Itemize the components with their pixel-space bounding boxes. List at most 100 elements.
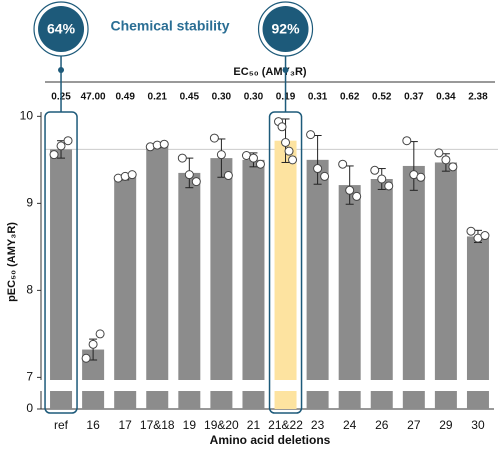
data-point (191, 177, 201, 187)
bar (242, 159, 265, 380)
data-point (81, 353, 91, 363)
ec50-label: 47.00 (81, 92, 106, 103)
x-tick-label: 24 (343, 418, 357, 432)
bar (210, 158, 233, 380)
y-tick-label: 8 (26, 283, 33, 297)
data-point (480, 231, 490, 241)
data-point (159, 139, 169, 149)
data-point (255, 159, 265, 169)
data-point (434, 148, 444, 158)
y-tick-label: 10 (20, 109, 34, 123)
ec50-label: 0.30 (244, 92, 264, 103)
data-point (370, 165, 380, 175)
x-tick-label: 26 (375, 418, 389, 432)
x-tick-label: 17 (118, 418, 132, 432)
x-tick-label: 21&22 (268, 418, 303, 432)
bar (306, 159, 329, 380)
data-point (345, 185, 355, 195)
data-point (95, 329, 105, 339)
x-tick-label: 27 (407, 418, 421, 432)
bar (338, 185, 361, 380)
bar (466, 391, 489, 409)
x-tick-label: 29 (439, 418, 453, 432)
ec50-label: 0.49 (115, 92, 135, 103)
data-point (49, 150, 59, 160)
data-point (209, 133, 219, 143)
y-tick-label: 0 (26, 401, 33, 415)
data-point (248, 153, 258, 163)
x-tick-label: 21 (247, 418, 261, 432)
ec50-label: 0.31 (308, 92, 328, 103)
bar (338, 391, 361, 409)
data-point (402, 136, 412, 146)
data-point (223, 171, 233, 181)
ec50-label: 0.37 (404, 92, 424, 103)
ec50-label: 0.62 (340, 92, 360, 103)
data-point (177, 153, 187, 163)
bar (146, 145, 169, 380)
data-point (88, 339, 98, 349)
data-point (416, 172, 426, 182)
y-tick-label: 9 (26, 196, 33, 210)
y-axis-label: pEC₅₀ (AMY₃R) (6, 222, 18, 302)
bar (82, 391, 105, 409)
bar (210, 391, 233, 409)
x-tick-label: ref (54, 418, 69, 432)
data-point (288, 155, 298, 165)
bar (274, 391, 297, 409)
annotation-bubble (262, 6, 309, 52)
data-point (281, 137, 291, 147)
annotation-dot (282, 67, 289, 73)
x-tick-label: 19&20 (204, 418, 239, 432)
data-point (377, 174, 387, 184)
ec50-header: EC₅₀ (AMY₃R) (233, 66, 306, 78)
data-point (384, 181, 394, 191)
data-point (284, 146, 294, 156)
y-tick-label: 7 (26, 370, 33, 384)
data-point (448, 162, 458, 172)
x-tick-label: 17&18 (140, 418, 175, 432)
bar (402, 391, 425, 409)
bar (434, 162, 457, 380)
bar (434, 391, 457, 409)
data-point (56, 141, 66, 151)
bar (178, 172, 201, 380)
bar (114, 177, 137, 380)
data-point (352, 191, 362, 201)
bar (178, 391, 201, 409)
data-point (184, 170, 194, 180)
bar (306, 391, 329, 409)
annotation-bubble (38, 6, 85, 52)
bar (242, 391, 265, 409)
data-point (466, 226, 476, 236)
ec50-label: 0.34 (436, 92, 456, 103)
ec50-label: 0.45 (180, 92, 200, 103)
bar (146, 391, 169, 409)
data-point (320, 171, 330, 181)
x-tick-label: 16 (86, 418, 100, 432)
bar (466, 236, 489, 380)
bar (402, 165, 425, 380)
data-point (63, 136, 73, 146)
data-point (127, 170, 137, 180)
bar (370, 179, 393, 380)
annotation-dot (58, 67, 65, 73)
data-point (313, 164, 323, 174)
bar (370, 391, 393, 409)
x-tick-label: 23 (311, 418, 325, 432)
bar (50, 149, 73, 380)
data-point (441, 155, 451, 165)
annotation-label: 92% (272, 21, 301, 37)
data-point (338, 159, 348, 169)
ec50-label: 0.30 (212, 92, 232, 103)
data-point (216, 150, 226, 160)
ec50-label: 0.52 (372, 92, 392, 103)
annotation-label: 64% (47, 21, 76, 37)
bar (50, 391, 73, 409)
data-point (277, 122, 287, 132)
x-tick-label: 19 (183, 418, 197, 432)
chart-title: Chemical stability (110, 18, 229, 34)
data-point (306, 130, 316, 140)
x-axis-label: Amino acid deletions (210, 433, 331, 447)
